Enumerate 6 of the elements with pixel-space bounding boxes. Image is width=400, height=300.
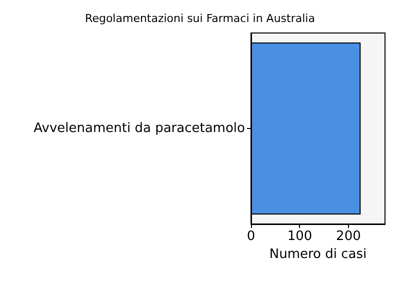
- chart-title: Regolamentazioni sui Farmaci in Australia: [85, 12, 315, 25]
- x-tick-label: 100: [287, 229, 312, 244]
- x-tick-label: 200: [336, 229, 361, 244]
- x-axis-title: Numero di casi: [269, 246, 367, 262]
- x-tick-label: 0: [246, 229, 256, 244]
- y-tick-label: Avvelenamenti da paracetamolo: [34, 121, 246, 136]
